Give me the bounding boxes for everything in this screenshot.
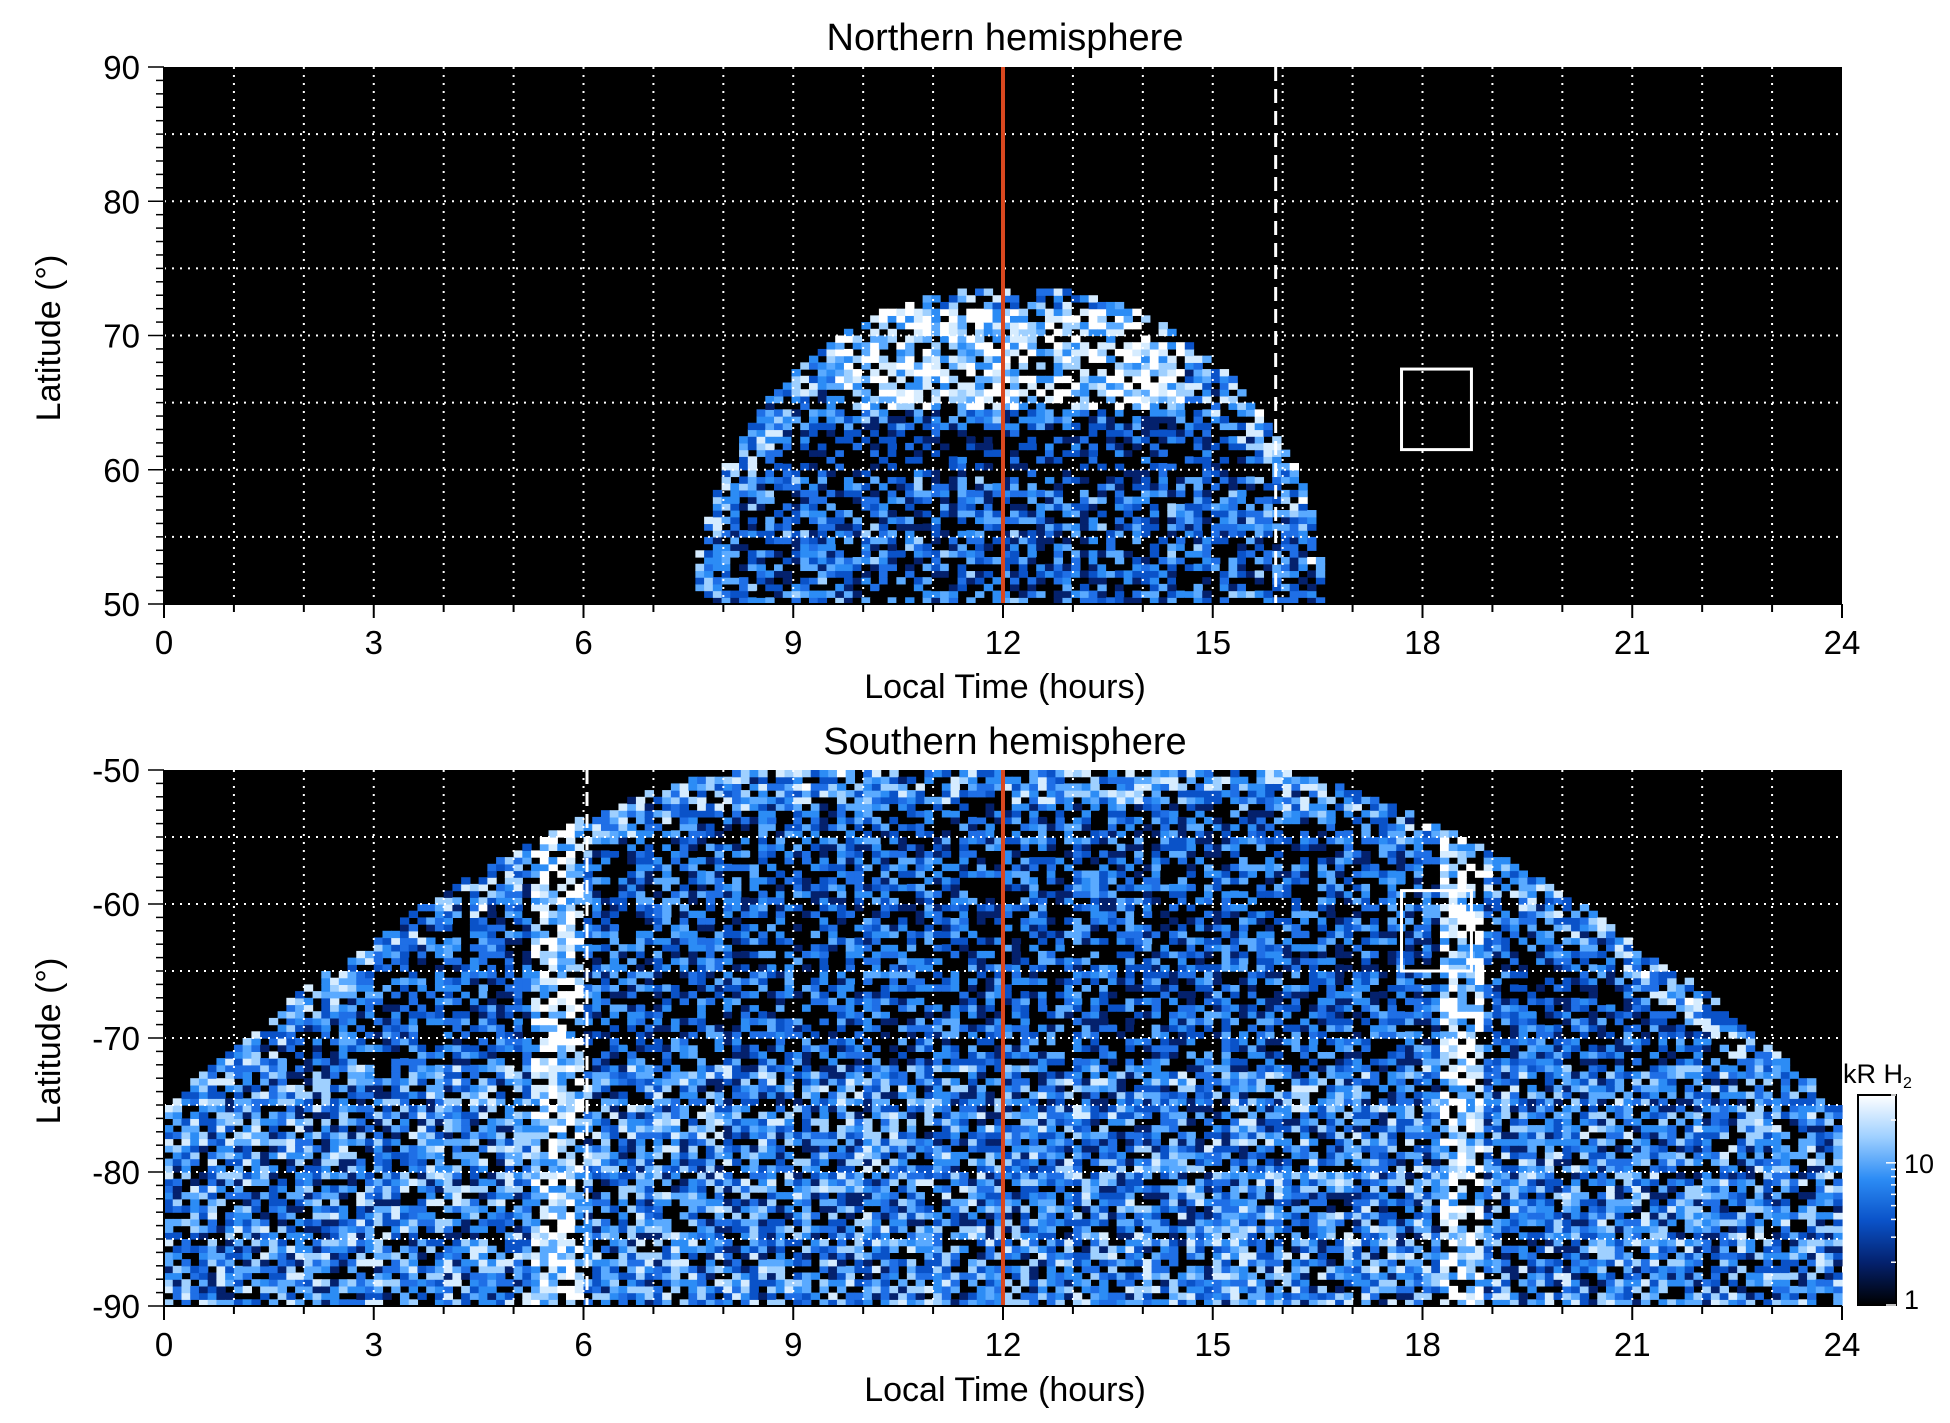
y-tick-label: -50 — [92, 752, 140, 789]
x-tick-label: 0 — [155, 624, 173, 661]
y-tick-label: 50 — [103, 586, 140, 623]
y-tick-label: -80 — [92, 1154, 140, 1191]
region-box — [1400, 889, 1473, 973]
colorbar-tick-label: 1 — [1904, 1285, 1919, 1315]
northern-title: Northern hemisphere — [827, 17, 1184, 59]
x-tick-label: 0 — [155, 1326, 173, 1363]
southern-x-axis-label: Local Time (hours) — [864, 1371, 1146, 1409]
emission-cells — [695, 288, 1326, 605]
x-tick-label: 15 — [1194, 624, 1231, 661]
x-tick-label: 21 — [1614, 624, 1651, 661]
southern-panel: Southern hemisphere 0 3 6 9 12 15 18 21 24 -90 -80… — [30, 721, 1860, 1409]
x-tick-label: 9 — [784, 1326, 802, 1363]
y-tick-label: -90 — [92, 1288, 140, 1325]
emission-cells — [164, 770, 1843, 1307]
southern-plot-area — [164, 770, 1843, 1307]
colorbar-tick-label: 10 — [1904, 1149, 1934, 1179]
x-tick-label: 24 — [1824, 624, 1861, 661]
x-tick-label: 24 — [1824, 1326, 1861, 1363]
colorbar: kR H2 1 10 — [1843, 1059, 1934, 1315]
x-tick-label: 9 — [784, 624, 802, 661]
x-tick-label: 12 — [985, 624, 1022, 661]
northern-x-axis-label: Local Time (hours) — [864, 668, 1146, 706]
x-tick-label: 18 — [1404, 624, 1441, 661]
northern-axes: 0 3 6 9 12 15 18 21 24 50 60 70 80 90 — [103, 49, 1860, 661]
grid-lines — [164, 770, 1842, 1306]
y-tick-label: 80 — [103, 183, 140, 220]
grid-lines — [164, 67, 1842, 604]
southern-axes: 0 3 6 9 12 15 18 21 24 -90 -80 -70 -60 -50 — [92, 752, 1860, 1363]
x-tick-label: 6 — [574, 624, 592, 661]
x-tick-label: 3 — [365, 624, 383, 661]
region-box — [1400, 367, 1473, 452]
southern-y-axis-label: Latitude (°) — [30, 958, 68, 1125]
colorbar-scale — [1857, 1094, 1897, 1306]
y-tick-label: 90 — [103, 49, 140, 86]
colorbar-label: kR H2 — [1843, 1059, 1912, 1092]
x-tick-label: 6 — [574, 1326, 592, 1363]
x-tick-label: 15 — [1194, 1326, 1231, 1363]
y-tick-label: -70 — [92, 1020, 140, 1057]
y-tick-label: 60 — [103, 452, 140, 489]
x-tick-label: 21 — [1614, 1326, 1651, 1363]
x-tick-label: 18 — [1404, 1326, 1441, 1363]
southern-title: Southern hemisphere — [823, 721, 1186, 763]
x-tick-label: 12 — [985, 1326, 1022, 1363]
y-tick-label: 70 — [103, 318, 140, 355]
y-tick-label: -60 — [92, 886, 140, 923]
colorbar-ticks: 1 10 — [1886, 1094, 1934, 1315]
x-tick-label: 3 — [365, 1326, 383, 1363]
northern-plot-area — [164, 67, 1842, 605]
northern-panel: Northern hemisphere 0 3 6 9 12 15 18 21 24 50 60 70… — [30, 17, 1860, 706]
northern-y-axis-label: Latitude (°) — [30, 255, 68, 422]
